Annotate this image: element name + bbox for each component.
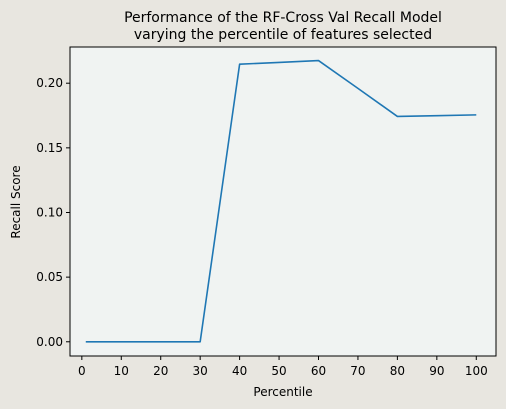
x-tick-label: 40 [232,364,247,378]
x-tick-label: 90 [429,364,444,378]
x-tick-label: 50 [271,364,286,378]
x-tick-label: 80 [390,364,405,378]
chart-title-line-2: varying the percentile of features selec… [134,27,432,43]
x-tick-label: 70 [350,364,365,378]
x-axis-label: Percentile [253,385,312,399]
plot-area [70,47,496,356]
y-tick-label: 0.10 [36,205,63,219]
x-tick-label: 20 [153,364,168,378]
y-tick-label: 0.20 [36,76,63,90]
y-tick-label: 0.00 [36,335,63,349]
x-tick-label: 30 [193,364,208,378]
chart-title-line-1: Performance of the RF-Cross Val Recall M… [124,10,442,26]
y-tick-label: 0.05 [36,270,63,284]
x-tick-label: 0 [78,364,86,378]
x-tick-label: 100 [465,364,488,378]
y-axis-label: Recall Score [9,165,23,238]
x-tick-label: 10 [114,364,129,378]
y-tick-label: 0.15 [36,141,63,155]
x-tick-label: 60 [311,364,326,378]
